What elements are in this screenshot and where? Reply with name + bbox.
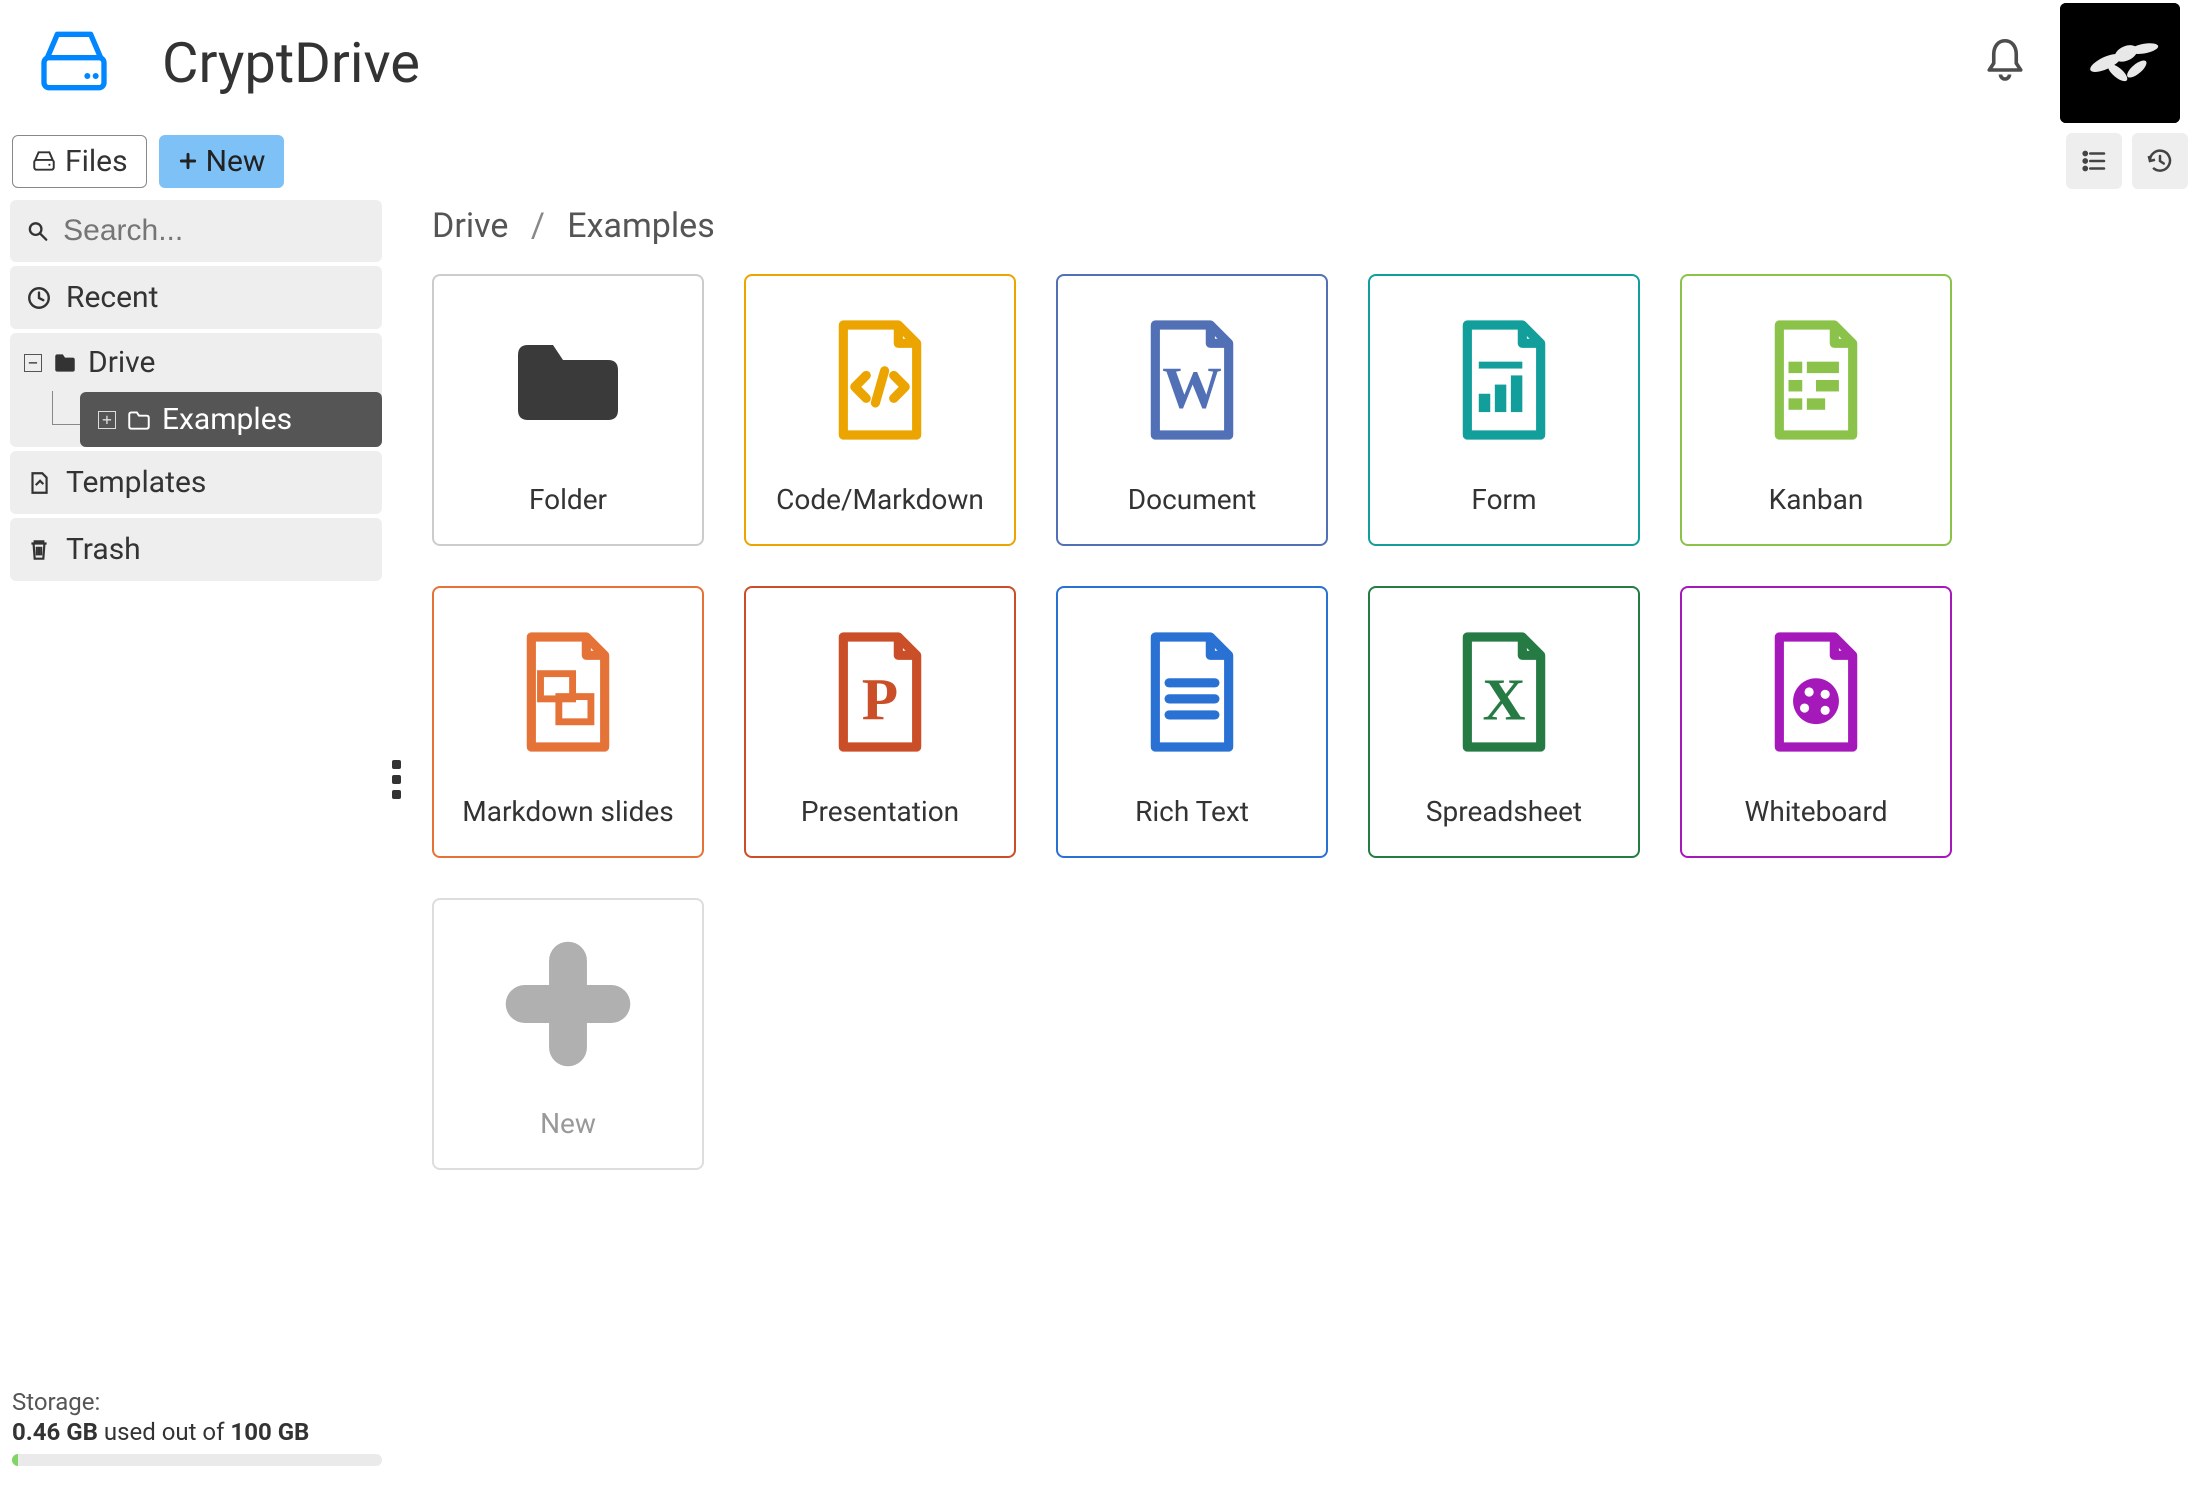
main-content: Drive / Examples Folder Code/Markdown W … <box>392 190 2200 1494</box>
tile-code[interactable]: Code/Markdown <box>744 274 1016 546</box>
tile-spreadsheet[interactable]: X Spreadsheet <box>1368 586 1640 858</box>
storage-used: 0.46 GB <box>12 1418 98 1446</box>
folder-icon <box>508 276 628 483</box>
tile-kanban[interactable]: Kanban <box>1680 274 1952 546</box>
app-title: CryptDrive <box>162 30 420 96</box>
folder-solid-icon <box>52 350 78 376</box>
sidebar: Recent − Drive + Examples <box>0 190 392 1494</box>
storage-text: 0.46 GB used out of 100 GB <box>12 1418 382 1446</box>
search-input[interactable] <box>63 214 366 248</box>
hdd-icon <box>31 148 57 174</box>
breadcrumb: Drive / Examples <box>432 206 2160 246</box>
code-icon <box>825 276 935 483</box>
tile-document[interactable]: W Document <box>1056 274 1328 546</box>
sidebar-item-label: Trash <box>66 532 141 567</box>
trash-icon <box>26 537 52 563</box>
svg-text:W: W <box>1162 354 1222 420</box>
svg-text:P: P <box>862 666 898 732</box>
collapse-icon[interactable]: − <box>24 354 42 372</box>
new-button[interactable]: New <box>159 135 285 188</box>
newtile-icon <box>503 900 633 1107</box>
drive-logo-icon <box>34 21 114 101</box>
storage-bar-fill <box>12 1454 18 1466</box>
breadcrumb-part[interactable]: Examples <box>567 206 714 246</box>
kanban-icon <box>1761 276 1871 483</box>
expand-icon[interactable]: + <box>98 411 116 429</box>
tile-label: Whiteboard <box>1744 795 1887 856</box>
tile-presentation[interactable]: P Presentation <box>744 586 1016 858</box>
tree-child-label: Examples <box>162 402 292 437</box>
tile-label: Folder <box>529 483 607 544</box>
sidebar-tree: − Drive + Examples <box>10 333 382 447</box>
sidebar-item-label: Templates <box>66 465 206 500</box>
file-grid: Folder Code/Markdown W Document Form Kan… <box>432 274 2160 1170</box>
tile-label: New <box>540 1107 596 1168</box>
form-icon <box>1449 276 1559 483</box>
body: Recent − Drive + Examples <box>0 190 2200 1494</box>
history-button[interactable] <box>2132 133 2188 189</box>
files-button[interactable]: Files <box>12 135 147 188</box>
tile-label: Presentation <box>801 795 959 856</box>
new-button-label: New <box>206 144 266 179</box>
svg-text:X: X <box>1482 666 1525 732</box>
folder-outline-icon <box>126 407 152 433</box>
tree-connector <box>52 391 80 425</box>
avatar-image <box>2060 3 2180 123</box>
tile-label: Markdown slides <box>462 795 673 856</box>
mdslides-icon <box>513 588 623 795</box>
whiteboard-icon <box>1761 588 1871 795</box>
toolbar: Files New <box>0 120 2200 190</box>
sidebar-item-trash[interactable]: Trash <box>10 518 382 581</box>
tile-label: Document <box>1128 483 1256 544</box>
history-icon <box>2145 146 2175 176</box>
tile-folder[interactable]: Folder <box>432 274 704 546</box>
tree-root-drive[interactable]: − Drive <box>10 333 382 392</box>
storage-footer: Storage: 0.46 GB used out of 100 GB <box>12 1388 382 1466</box>
tile-label: Kanban <box>1769 483 1864 544</box>
list-icon <box>2079 146 2109 176</box>
user-avatar[interactable] <box>2060 3 2180 123</box>
storage-bar <box>12 1454 382 1466</box>
presentation-icon: P <box>825 588 935 795</box>
sidebar-item-templates[interactable]: Templates <box>10 451 382 514</box>
document-icon: W <box>1137 276 1247 483</box>
app-logo <box>34 21 114 105</box>
tile-label: Rich Text <box>1135 795 1249 856</box>
storage-total: 100 GB <box>230 1418 309 1446</box>
breadcrumb-separator: / <box>531 206 545 246</box>
plus-icon <box>178 151 198 171</box>
sidebar-item-recent[interactable]: Recent <box>10 266 382 329</box>
clock-icon <box>26 285 52 311</box>
notifications-button[interactable] <box>1978 34 2032 92</box>
search-row[interactable] <box>10 200 382 262</box>
storage-mid: used out of <box>104 1418 225 1446</box>
search-icon <box>26 218 49 244</box>
tile-label: Spreadsheet <box>1426 795 1582 856</box>
templates-icon <box>26 470 52 496</box>
tree-child-examples[interactable]: + Examples <box>80 392 382 447</box>
tile-whiteboard[interactable]: Whiteboard <box>1680 586 1952 858</box>
spreadsheet-icon: X <box>1449 588 1559 795</box>
tile-label: Form <box>1471 483 1536 544</box>
sidebar-item-label: Recent <box>66 280 158 315</box>
files-button-label: Files <box>65 144 128 179</box>
tile-label: Code/Markdown <box>776 483 984 544</box>
tile-mdslides[interactable]: Markdown slides <box>432 586 704 858</box>
tree-root-label: Drive <box>88 345 155 380</box>
tile-richtext[interactable]: Rich Text <box>1056 586 1328 858</box>
bell-icon <box>1978 34 2032 88</box>
sidebar-resize-handle[interactable] <box>392 760 401 799</box>
app-header: CryptDrive <box>0 0 2200 120</box>
tile-form[interactable]: Form <box>1368 274 1640 546</box>
richtext-icon <box>1137 588 1247 795</box>
tile-newtile[interactable]: New <box>432 898 704 1170</box>
breadcrumb-part[interactable]: Drive <box>432 206 508 246</box>
storage-label: Storage: <box>12 1388 382 1416</box>
list-view-button[interactable] <box>2066 133 2122 189</box>
